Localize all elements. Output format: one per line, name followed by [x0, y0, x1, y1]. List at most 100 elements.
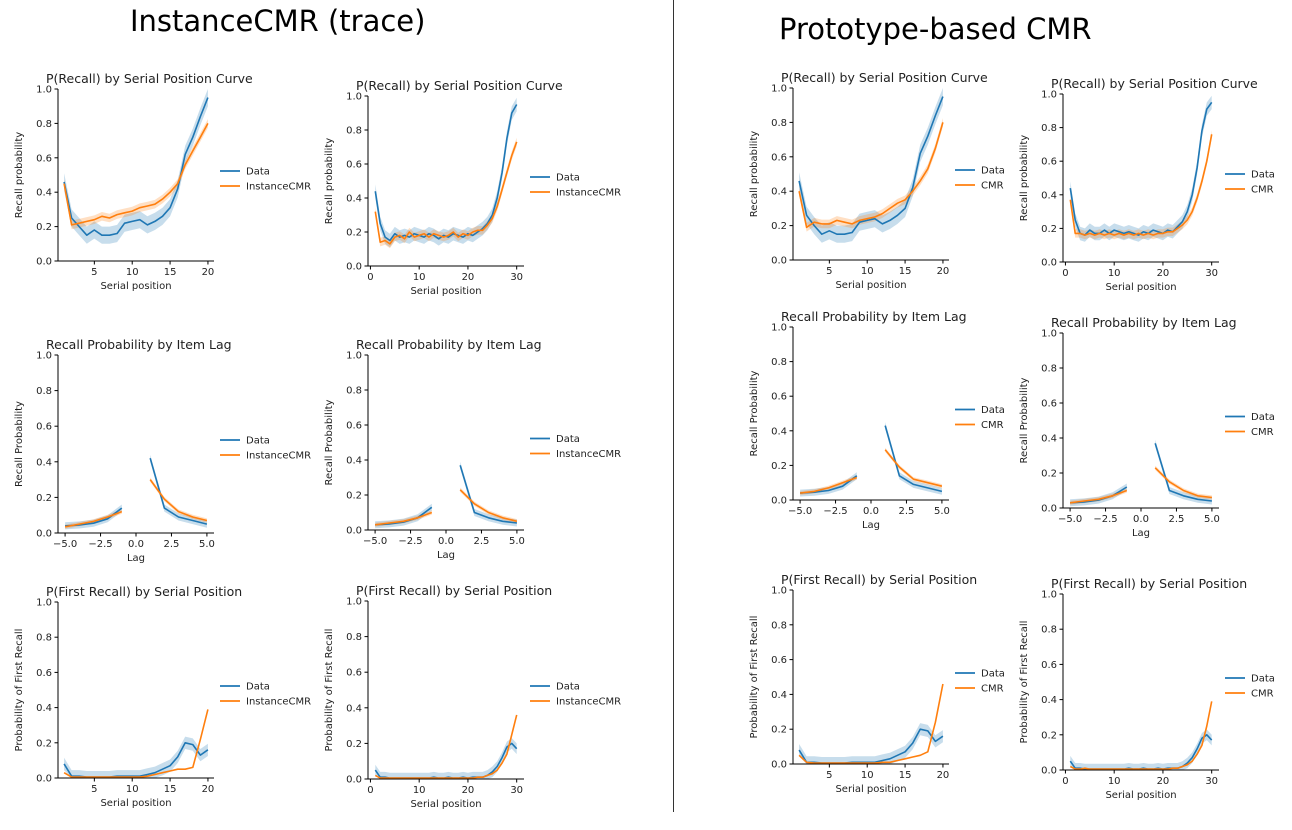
x-axis-label: Serial position	[835, 280, 906, 291]
x-tick-label: −2.5	[1093, 514, 1117, 525]
series-line-data	[374, 104, 518, 242]
series-line-cmr	[1069, 489, 1128, 504]
y-axis-label: Recall Probability	[14, 401, 25, 487]
y-axis-label: Probability of First Recall	[1019, 621, 1030, 744]
y-tick-label: 1.0	[1041, 90, 1057, 101]
legend-entry: CMR	[1251, 427, 1274, 438]
y-tick-label: 0.0	[346, 775, 362, 786]
series-line-instancecmr	[374, 511, 433, 526]
y-tick-label: 0.4	[1041, 434, 1057, 445]
y-tick-label: 0.8	[771, 620, 787, 631]
y-tick-label: 0.2	[36, 738, 52, 749]
y-tick-label: 1.0	[346, 92, 362, 103]
x-tick-label: 30	[510, 272, 523, 283]
x-tick-label: 5.0	[199, 539, 215, 550]
legend-entry: Data	[556, 682, 580, 693]
y-tick-label: 0.6	[1041, 399, 1057, 410]
chart-title: Recall Probability by Item Lag	[1051, 315, 1237, 330]
y-tick-label: 0.2	[771, 725, 787, 736]
y-tick-label: 0.4	[1041, 190, 1057, 201]
series-line-cmr	[1069, 134, 1213, 236]
y-tick-label: 0.6	[1041, 157, 1057, 168]
y-tick-label: 0.6	[1041, 660, 1057, 671]
legend-entry: InstanceCMR	[246, 697, 311, 708]
series-line-instancecmr	[64, 510, 123, 528]
x-tick-label: 5	[91, 784, 97, 795]
y-tick-label: 1.0	[36, 598, 52, 609]
x-tick-label: 2.5	[899, 506, 915, 517]
y-tick-label: 0.4	[346, 703, 362, 714]
x-tick-label: −5.0	[363, 536, 387, 547]
y-tick-label: 0.8	[346, 126, 362, 137]
y-tick-label: 0.0	[771, 256, 787, 267]
y-tick-label: 0.0	[36, 774, 52, 785]
legend-entry: CMR	[1251, 185, 1274, 196]
x-tick-label: 20	[1157, 776, 1170, 787]
y-tick-label: 1.0	[771, 323, 787, 334]
x-tick-label: 10	[1108, 776, 1121, 787]
x-tick-label: 5.0	[1204, 514, 1220, 525]
x-tick-label: 10	[861, 266, 874, 277]
legend-entry: Data	[1251, 674, 1275, 685]
y-tick-label: 0.6	[771, 152, 787, 163]
legend-entry: CMR	[981, 684, 1004, 695]
x-tick-label: 10	[126, 267, 139, 278]
y-axis-label: Probability of First Recall	[14, 629, 25, 752]
y-tick-label: 0.4	[1041, 695, 1057, 706]
x-tick-label: 20	[202, 267, 215, 278]
legend-entry: CMR	[981, 181, 1004, 192]
y-tick-label: 0.2	[346, 739, 362, 750]
ci-band-cmr	[799, 118, 943, 232]
series-line-instancecmr	[63, 709, 209, 778]
ci-band-cmr	[1070, 130, 1212, 240]
y-tick-label: 0.2	[771, 461, 787, 472]
instance-spc-30-chart: P(Recall) by Serial Position Curve 0.0 0.2…	[324, 78, 621, 297]
ci-band-data	[150, 454, 207, 528]
chart-title: P(First Recall) by Serial Position	[1051, 576, 1247, 591]
chart-title: P(First Recall) by Serial Position	[781, 572, 977, 587]
x-tick-label: 30	[1205, 776, 1218, 787]
y-tick-label: 1.0	[346, 597, 362, 608]
x-tick-label: 0.0	[1133, 514, 1149, 525]
x-tick-label: 10	[1108, 268, 1121, 279]
x-tick-label: 2.5	[1169, 514, 1185, 525]
legend-entry: Data	[981, 166, 1005, 177]
y-tick-label: 0.0	[1041, 258, 1057, 269]
x-axis-label: Serial position	[100, 281, 171, 292]
chart-title: Recall Probability by Item Lag	[356, 337, 542, 352]
y-tick-label: 0.4	[36, 703, 52, 714]
proto-lag-30-chart: Recall Probability by Item Lag 0.0 0.2 0.4 0…	[1019, 315, 1275, 539]
ci-band-data	[64, 736, 208, 778]
legend-entry: Data	[1251, 412, 1275, 423]
y-axis-label: Recall probability	[1019, 135, 1030, 221]
y-tick-label: 1.0	[771, 84, 787, 95]
series-line-instancecmr	[459, 489, 518, 523]
y-tick-label: 1.0	[36, 351, 52, 362]
chart-title: P(Recall) by Serial Position Curve	[46, 71, 253, 86]
ci-band-instancecmr	[150, 477, 207, 523]
series-line-data	[459, 465, 517, 524]
y-tick-label: 0.4	[771, 426, 787, 437]
ci-band-data	[375, 738, 517, 779]
y-tick-label: 0.6	[346, 160, 362, 171]
chart-title: P(First Recall) by Serial Position	[356, 583, 552, 598]
right-heading: Prototype-based CMR	[779, 12, 1092, 46]
series-line-data	[884, 425, 943, 493]
legend-entry: Data	[556, 173, 580, 184]
y-tick-label: 0.0	[36, 529, 52, 540]
y-tick-label: 0.0	[1041, 766, 1057, 777]
y-tick-label: 0.8	[1041, 364, 1057, 375]
left-heading: InstanceCMR (trace)	[130, 4, 426, 38]
series-line-data	[63, 97, 209, 236]
ci-band-data	[1070, 729, 1212, 770]
x-tick-label: −5.0	[53, 539, 77, 550]
y-tick-label: 0.6	[36, 668, 52, 679]
proto-spc-30-chart: P(Recall) by Serial Position Curve 0.0 0.2…	[1019, 76, 1275, 293]
x-tick-label: 2.5	[474, 536, 490, 547]
x-tick-label: 5.0	[934, 506, 950, 517]
x-tick-label: −5.0	[788, 506, 812, 517]
y-axis-label: Probability of First Recall	[324, 629, 335, 752]
legend-entry: Data	[556, 434, 580, 445]
series-line-data	[1154, 443, 1212, 502]
